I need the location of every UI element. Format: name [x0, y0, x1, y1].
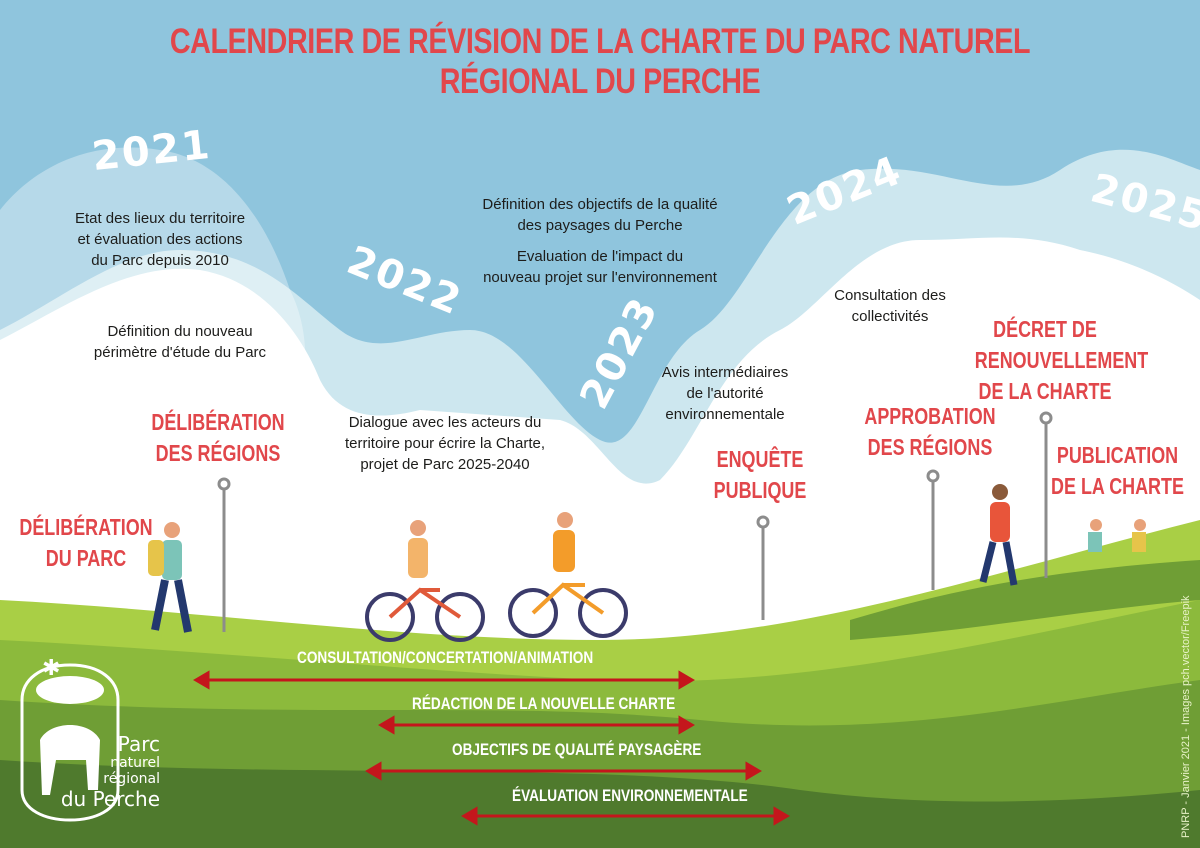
step-avis: Avis intermédiaires de l'autorité enviro… — [630, 362, 820, 425]
bar-label-evaluation: ÉVALUATION ENVIRONNEMENTALE — [512, 786, 748, 805]
text-line: collectivités — [851, 308, 929, 325]
milestone-enquete-publique: ENQUÊTE PUBLIQUE — [713, 444, 807, 506]
page-title: CALENDRIER DE RÉVISION DE LA CHARTE DU P… — [169, 22, 1031, 101]
walkers-illustration — [979, 484, 1146, 586]
text-line: du Parc depuis 2010 — [91, 252, 229, 269]
milestone-publication: PUBLICATION DE LA CHARTE — [1049, 440, 1186, 502]
timeline-arrows — [193, 670, 790, 826]
milestone-posts — [217, 411, 1053, 632]
text-line: DE LA CHARTE — [1051, 473, 1184, 499]
text-line: DES RÉGIONS — [867, 434, 993, 460]
text-line: PUBLICATION — [1056, 442, 1179, 468]
logo-line: du Perche — [60, 787, 160, 811]
text-line: Dialogue avec les acteurs du — [348, 414, 542, 431]
park-logo-text: Parc naturel régional du Perche — [60, 733, 160, 811]
step-objectifs-paysages: Définition des objectifs de la qualité d… — [430, 194, 770, 236]
step-consultation: Consultation des collectivités — [800, 285, 980, 327]
text-line: Avis intermédiaires — [661, 364, 789, 381]
text-line: Etat des lieux du territoire — [74, 210, 246, 227]
step-perimetre: Définition du nouveau périmètre d'étude … — [40, 321, 320, 363]
text-line: et évaluation des actions — [77, 231, 243, 248]
milestone-approbation: APPROBATION DES RÉGIONS — [864, 401, 997, 463]
text-line: de l'autorité — [686, 385, 764, 402]
text-line: Consultation des — [834, 287, 946, 304]
logo-line: naturel — [110, 755, 160, 771]
text-line: environnementale — [665, 406, 785, 423]
text-line: des paysages du Perche — [517, 217, 683, 234]
step-dialogue: Dialogue avec les acteurs du territoire … — [300, 412, 590, 475]
text-line: DE LA CHARTE — [978, 378, 1112, 404]
text-line: APPROBATION — [864, 403, 996, 429]
bar-label-objectifs: OBJECTIFS DE QUALITÉ PAYSAGÈRE — [452, 740, 702, 759]
text-line: PUBLIQUE — [713, 477, 807, 503]
text-line: projet de Parc 2025-2040 — [360, 456, 530, 473]
text-line: RENOUVELLEMENT — [974, 347, 1149, 373]
step-etat-des-lieux: Etat des lieux du territoire et évaluati… — [20, 208, 300, 271]
bar-label-redaction: RÉDACTION DE LA NOUVELLE CHARTE — [412, 694, 676, 713]
hiker-illustration — [148, 522, 192, 633]
text-line: DÉCRET DE — [993, 316, 1097, 342]
text-line: territoire pour écrire la Charte, — [344, 435, 546, 452]
step-evaluation-impact: Evaluation de l'impact du nouveau projet… — [430, 246, 770, 288]
text-line: DÉLIBÉRATION — [19, 514, 153, 540]
text-line: Définition du nouveau — [107, 323, 253, 340]
text-line: DU PARC — [45, 545, 127, 571]
text-line: périmètre d'étude du Parc — [93, 344, 267, 361]
milestone-deliberation-parc: DÉLIBÉRATION DU PARC — [19, 512, 153, 574]
milestone-deliberation-regions: DÉLIBÉRATION DES RÉGIONS — [148, 407, 288, 469]
milestone-decret: DÉCRET DE RENOUVELLEMENT DE LA CHARTE — [974, 314, 1149, 407]
bar-label-consultation: CONSULTATION/CONCERTATION/ANIMATION — [297, 648, 594, 667]
svg-text:✱: ✱ — [42, 656, 60, 681]
text-line: ENQUÊTE — [716, 446, 804, 472]
logo-line: régional — [103, 771, 160, 787]
text-line: DÉLIBÉRATION — [151, 409, 285, 435]
cyclists-illustration — [365, 512, 628, 642]
logo-line: Parc — [117, 732, 160, 756]
text-line: nouveau projet sur l'environnement — [483, 269, 717, 286]
park-logo-emblem: ✱ — [20, 656, 120, 822]
text-line: Définition des objectifs de la qualité — [482, 196, 718, 213]
text-line: Evaluation de l'impact du — [516, 248, 684, 265]
credit-text: PNRP - Janvier 2021 - Images pch.vector/… — [1180, 595, 1192, 838]
text-line: DES RÉGIONS — [155, 440, 281, 466]
